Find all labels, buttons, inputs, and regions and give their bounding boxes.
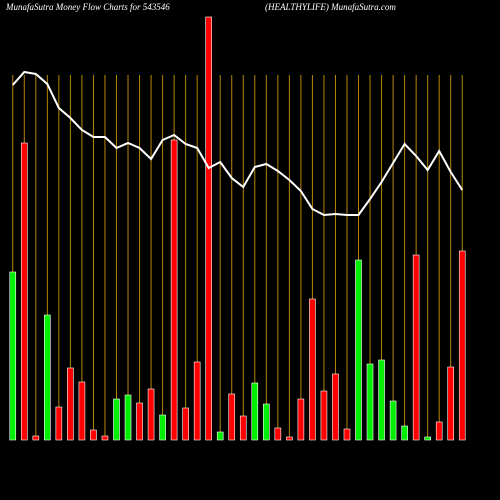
bar xyxy=(193,361,201,441)
bar xyxy=(343,428,351,441)
money-flow-line xyxy=(12,70,464,217)
bar xyxy=(20,142,28,441)
bar xyxy=(159,414,166,441)
bar xyxy=(378,359,385,441)
chart-subtitle: (HEALTHYLIFE) MunafaSutra.com xyxy=(265,2,396,12)
bar xyxy=(263,403,270,441)
bar xyxy=(412,254,420,441)
bar xyxy=(355,259,362,441)
bar xyxy=(147,388,155,441)
bar xyxy=(205,16,212,441)
bar xyxy=(113,398,120,441)
bar xyxy=(55,406,63,441)
bar xyxy=(286,436,293,441)
bar xyxy=(67,367,74,441)
bar xyxy=(90,429,97,441)
bar xyxy=(170,139,178,441)
bar xyxy=(297,398,305,441)
bar xyxy=(136,402,143,441)
bar xyxy=(9,271,17,441)
chart-title: MunafaSutra Money Flow Charts for 543546 xyxy=(5,2,170,12)
bar xyxy=(101,435,109,441)
bar xyxy=(274,427,282,441)
bar xyxy=(32,435,40,441)
bar xyxy=(78,381,86,441)
bar xyxy=(320,390,328,441)
bar xyxy=(435,421,443,441)
bar xyxy=(366,363,374,441)
bar xyxy=(458,250,466,441)
bar xyxy=(251,382,259,441)
bar xyxy=(228,393,236,441)
bar xyxy=(309,298,316,441)
bar xyxy=(182,407,189,441)
bar xyxy=(216,431,224,441)
bar xyxy=(44,314,51,441)
bar xyxy=(424,436,431,441)
bar xyxy=(332,373,339,441)
bar xyxy=(401,425,408,441)
bar xyxy=(447,366,455,441)
bar xyxy=(389,400,397,441)
bar xyxy=(239,415,247,441)
bar xyxy=(124,394,132,441)
